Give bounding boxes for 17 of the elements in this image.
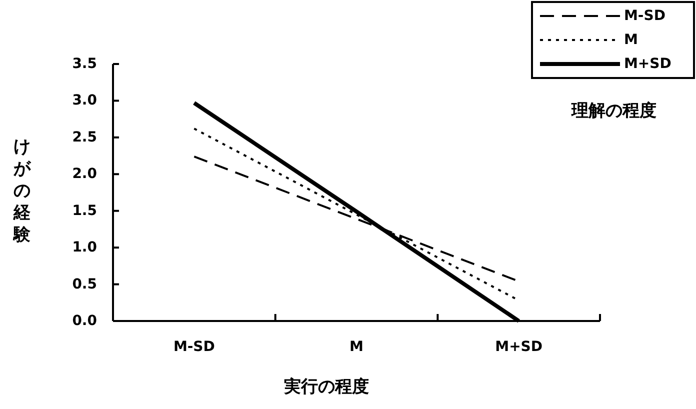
y-axis-title: けがの経験 [12,137,32,245]
x-tick-label: M+SD [495,339,543,355]
y-tick-label: 0.0 [72,313,98,329]
legend-title: 理解の程度 [570,101,656,121]
y-tick-label: 3.0 [72,92,98,109]
y-tick-label: 1.5 [72,202,97,219]
x-tick-label: M [350,339,364,355]
x-axis-title: 実行の程度 [283,377,369,397]
y-tick-label: 1.0 [72,240,98,256]
y-tick-label: 3.5 [72,56,97,72]
y-tick-label: 0.5 [72,276,97,292]
text: M-SD [624,8,666,24]
text: M [624,32,638,48]
y-tick-label: 2.0 [72,166,98,182]
text: M+SD [624,56,672,72]
x-tick-label: M-SD [173,339,215,355]
y-tick-label: 2.5 [72,129,97,146]
